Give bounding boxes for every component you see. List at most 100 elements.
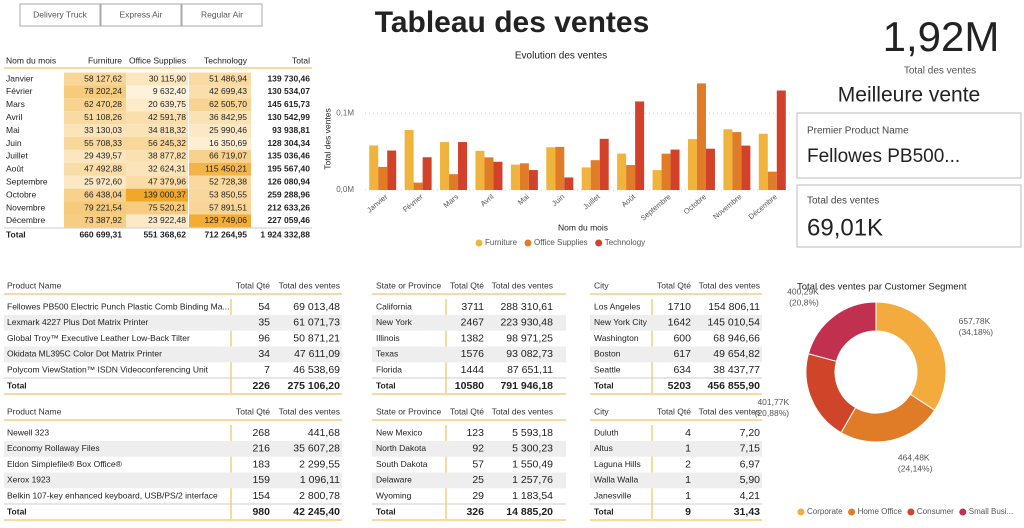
data-label-line: 401,77K [757,397,789,407]
table-cell: Newell 323 [7,427,49,437]
matrix-cell: 16 350,69 [209,138,247,148]
table-cell: 57 [472,458,484,470]
table-header: Total Qté [450,280,484,290]
table-header: Product Name [7,406,62,416]
legend-marker [959,508,967,516]
table-cell: 5 300,23 [512,443,553,455]
card [796,112,1022,179]
table-cell: Xerox 1923 [7,475,51,485]
y-tick-label: 0,1M [336,108,354,117]
data-label: 464,48K (24,14%) [898,453,933,474]
legend-label: Consumer [917,507,954,516]
chart-title: Total des ventes par Customer Segment [797,282,967,293]
data-label: 657,78K (34,18%) [959,316,994,337]
table-cell: Economy Rollaway Files [7,443,100,453]
heat-cell [126,162,188,176]
table-cell: Walla Walla [594,475,639,485]
table-cell: 5,90 [740,474,761,486]
table-cell: 7,20 [740,427,761,439]
matrix-cell: 34 818,32 [148,125,186,135]
table-cell: 2 299,55 [299,458,340,470]
bar [776,90,786,190]
button[interactable] [19,3,101,27]
matrix-header: Total [292,55,310,65]
matrix-header: Furniture [88,55,122,65]
page-title: Tableau des ventes [375,6,650,39]
table-cell: Lexmark 4227 Plus Dot Matrix Printer [7,317,148,327]
heat-cell [64,137,126,150]
heat-cell [64,111,126,125]
row-band [590,346,762,363]
bar [510,164,520,190]
matrix-cell: Mai [6,125,20,135]
row-band [4,472,342,489]
bar [696,83,706,190]
matrix-cell: 25 972,60 [84,176,122,186]
table-cell: 159 [252,474,270,486]
matrix-cell: Décembre [6,215,45,225]
heat-cell [126,149,188,163]
matrix-cell: 56 245,32 [148,138,186,148]
heat-cell [126,72,188,86]
heat-cell [189,214,251,228]
table-cell: Laguna Hills [594,459,641,469]
heat-cell [189,98,251,112]
section-title: Meilleure vente [838,84,980,107]
matrix-total: 660 699,31 [79,229,122,239]
row-band [590,440,762,457]
bar [555,146,565,190]
matrix-total: Total [6,229,26,239]
table-total: 31,43 [734,506,760,518]
heat-cell [189,162,251,176]
heat-cell [189,175,251,189]
heat-cell [64,149,126,163]
table-cell: 2 [685,458,691,470]
matrix-cell: 259 288,96 [267,189,310,199]
table-cell: 35 [258,317,270,329]
matrix-cell: Mars [6,99,25,109]
table-cell: Belkin 107-key enhanced keyboard, USB/PS… [7,490,218,500]
data-label-line: (24,14%) [898,464,933,474]
table-cell: 5 593,18 [512,427,553,439]
table-cell: North Dakota [376,443,426,453]
button[interactable] [181,3,263,27]
table-cell: 441,68 [308,427,340,439]
donut-segment [807,301,877,362]
matrix-cell: 115 450,21 [205,164,247,174]
heat-cell [189,124,251,138]
button-label[interactable]: Express Air [120,9,163,19]
table-cell: 145 010,54 [707,317,760,329]
table-cell: 25 [472,474,484,486]
table-cell: 268 [252,427,270,439]
table-header: Total Qté [657,280,691,290]
table-cell: Florida [376,364,402,374]
bar [493,161,503,190]
bar [413,182,423,190]
table-cell: California [376,301,412,311]
table-cell: 216 [252,443,270,455]
table-cell: New York City [594,317,648,327]
table-cell: 1444 [461,364,485,376]
legend-marker [475,239,483,247]
table-cell: 2467 [461,317,485,329]
legend-marker [848,508,856,516]
button-label[interactable]: Delivery Truck [33,9,88,19]
matrix-cell: 42 699,43 [209,86,247,96]
table-cell: 1 [685,474,691,486]
table-cell: 6,97 [740,458,761,470]
bar [590,160,600,190]
table-total: Total [376,380,396,390]
heat-cell [64,175,126,189]
row-band [4,346,342,363]
matrix-cell: Février [6,86,33,96]
heat-cell [126,98,188,112]
matrix-cell: 20 639,75 [148,99,186,109]
table-header: Total Qté [236,280,270,290]
bar [458,142,468,190]
heat-cell [189,149,251,163]
matrix-cell: 47 379,96 [148,176,186,186]
bar [581,167,591,190]
button-label[interactable]: Regular Air [201,9,243,19]
button[interactable] [100,3,182,27]
matrix-cell: 9 632,40 [153,86,186,96]
